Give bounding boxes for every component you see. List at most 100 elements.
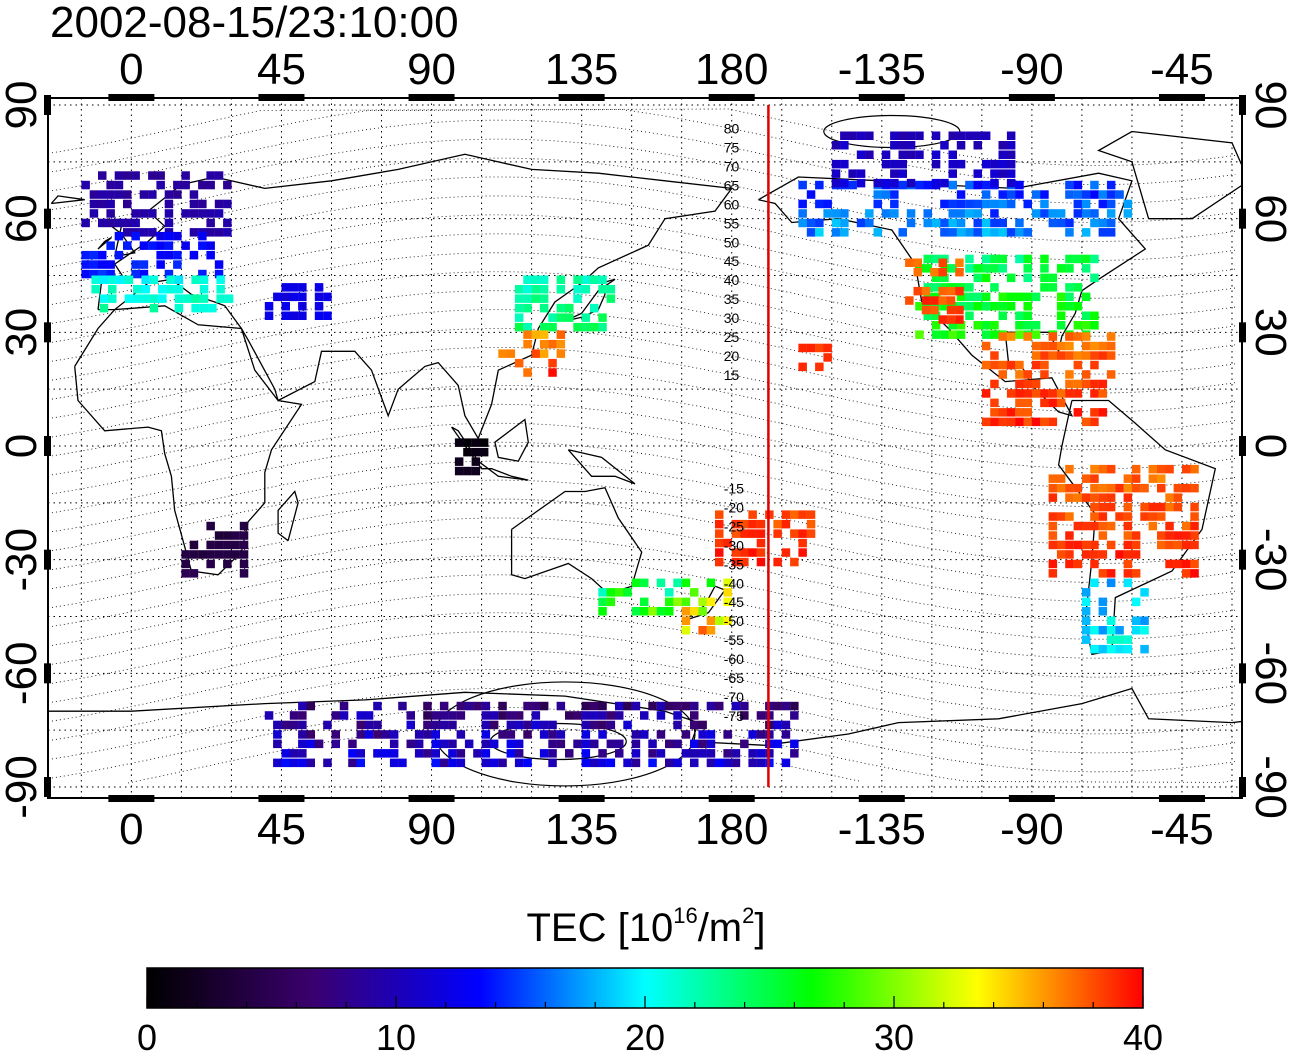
- tec-cell: [631, 730, 641, 739]
- tec-cell: [164, 199, 174, 209]
- tec-cell: [214, 540, 224, 550]
- tec-cell: [981, 330, 991, 339]
- tec-cell: [191, 303, 200, 313]
- tec-cell: [615, 701, 624, 711]
- tec-cell: [1040, 351, 1049, 360]
- maglat-contour: [48, 328, 1236, 413]
- tec-cell: [1106, 341, 1116, 351]
- tec-cell: [1081, 370, 1091, 379]
- tec-cell: [323, 758, 332, 768]
- tec-cell: [514, 758, 524, 768]
- tec-cell: [1073, 254, 1083, 264]
- tec-cell: [865, 131, 874, 140]
- tec-cell: [1031, 351, 1041, 360]
- tec-cell: [1123, 474, 1133, 483]
- lon-tick-label-bottom: -45: [1150, 805, 1214, 854]
- tec-cell: [990, 351, 999, 360]
- tec-cell: [373, 730, 382, 739]
- tec-cell: [998, 360, 1007, 370]
- maglat-contour: [48, 669, 1236, 754]
- tec-cell: [598, 711, 607, 720]
- tec-cell: [938, 296, 947, 305]
- tec-cell: [981, 228, 991, 237]
- tec-cell: [133, 285, 142, 294]
- tec-cell: [623, 720, 632, 730]
- tec-cell: [1098, 493, 1108, 502]
- axis-tick-labels: 0045459090135135180180-135-135-90-90-45-…: [0, 45, 1292, 854]
- tec-cell: [781, 758, 791, 768]
- tec-cell: [531, 711, 541, 720]
- frame-tick-right: [1239, 777, 1246, 797]
- tec-cell: [581, 313, 591, 322]
- maglat-label: 35: [724, 291, 740, 307]
- tec-cell: [806, 190, 816, 199]
- tec-cell: [131, 171, 140, 180]
- tec-cell: [790, 739, 799, 749]
- tec-cell: [539, 749, 549, 758]
- tec-cell: [673, 739, 682, 749]
- tec-cell: [131, 209, 140, 218]
- lon-tick-label-bottom: 45: [257, 805, 306, 854]
- tec-cell: [539, 720, 549, 730]
- tec-cell: [123, 241, 132, 250]
- tec-cell: [946, 315, 956, 324]
- tec-cell: [1031, 292, 1041, 302]
- tec-cell: [1073, 559, 1083, 569]
- tec-cell: [1131, 626, 1141, 635]
- tec-cell: [1056, 264, 1066, 273]
- tec-cell: [998, 332, 1007, 341]
- tec-cell: [790, 510, 799, 519]
- tec-cell: [1081, 493, 1091, 502]
- frame-tick-top: [1008, 94, 1055, 101]
- colorbar: [146, 967, 1144, 1009]
- tec-cell: [940, 330, 949, 339]
- tec-cell: [990, 254, 999, 264]
- tec-cell: [840, 159, 849, 169]
- tec-cell: [773, 701, 782, 711]
- tec-cell: [1115, 550, 1124, 559]
- tec-cell: [306, 758, 315, 768]
- frame-tick-bottom: [708, 795, 755, 802]
- tec-cell: [1015, 254, 1024, 264]
- tec-cell: [406, 739, 415, 749]
- tec-cell: [1040, 264, 1049, 273]
- tec-cell: [448, 758, 457, 768]
- tec-cell: [1065, 483, 1074, 493]
- tec-cell: [798, 548, 807, 557]
- tec-cell: [840, 228, 849, 237]
- tec-cell: [314, 302, 324, 311]
- tec-cell: [1081, 199, 1091, 209]
- tec-cell: [965, 228, 974, 237]
- tec-cell: [1048, 521, 1058, 531]
- maglat-label: -15: [724, 481, 744, 497]
- tec-cell: [715, 758, 724, 768]
- tec-cell: [123, 218, 132, 228]
- tec-cell: [173, 260, 182, 269]
- tec-cell: [1031, 379, 1041, 389]
- tec-cell: [539, 303, 549, 313]
- tec-cell: [956, 330, 966, 339]
- tec-cell: [815, 199, 824, 209]
- tec-cell: [189, 199, 199, 209]
- tec-cell: [456, 701, 466, 711]
- tec-cell: [489, 758, 499, 768]
- tec-cell: [923, 254, 932, 264]
- tec-cell: [631, 578, 641, 588]
- tec-cell: [471, 466, 481, 476]
- tec-cell: [1098, 218, 1108, 228]
- tec-cell: [1015, 292, 1024, 302]
- tec-cell: [1056, 321, 1066, 330]
- tec-cell: [156, 231, 165, 241]
- tec-cell: [1173, 540, 1183, 550]
- tec-cell: [1023, 254, 1032, 264]
- tec-cell: [956, 159, 966, 169]
- tec-cell: [946, 305, 956, 315]
- tec-cell: [1090, 512, 1099, 521]
- tec-cell: [548, 322, 557, 332]
- tec-cell: [956, 199, 966, 209]
- tec-cell: [906, 141, 916, 150]
- tec-cell: [431, 749, 440, 758]
- tec-cell: [173, 231, 182, 241]
- tec-cell: [823, 209, 832, 218]
- tec-cell: [1056, 218, 1066, 228]
